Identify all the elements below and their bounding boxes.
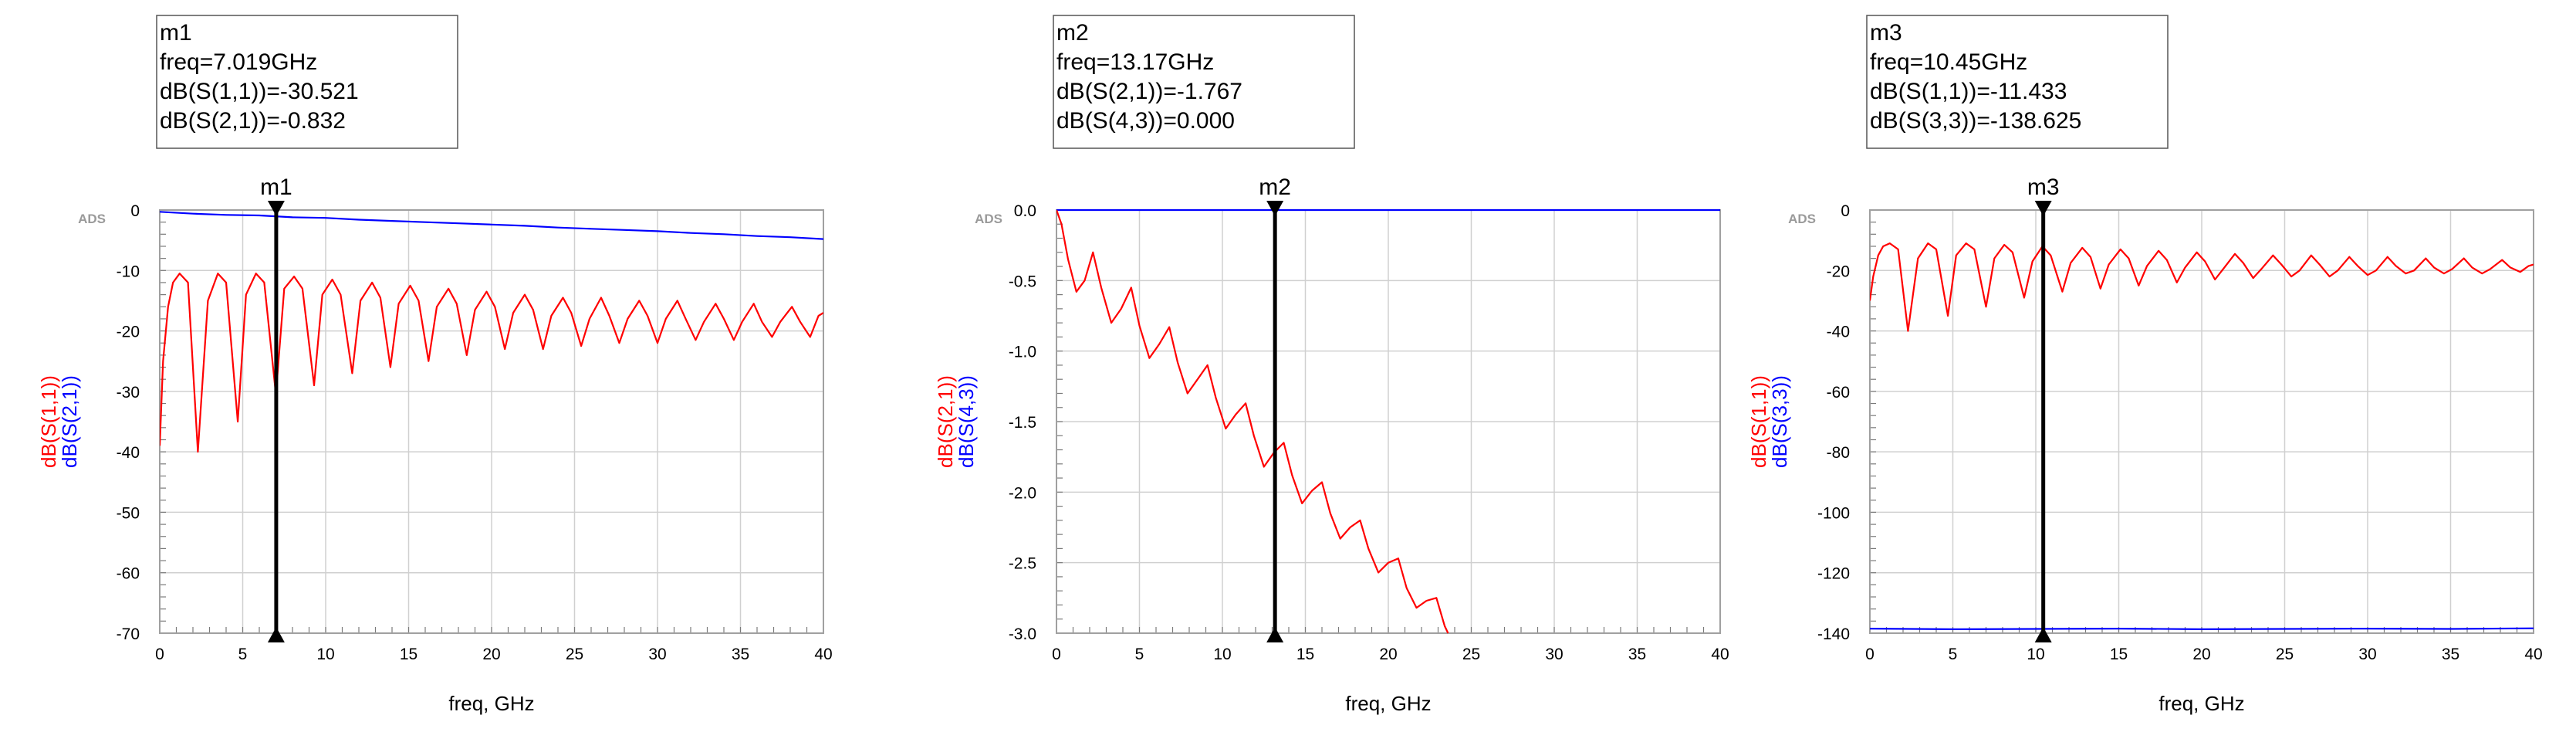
marker-readout-line: dB(S(2,1))=-0.832 (160, 108, 346, 134)
marker-label: m3 (2027, 175, 2060, 200)
chart-panel-2: 0 5 10 15 20 25 30 35 40 0.0 -0.5 -1.0 -1.5 -2.0 -2.5 -… (934, 15, 1729, 715)
marker-readout-line: dB(S(1,1))=-30.521 (160, 79, 359, 104)
y-tick-label: -140 (1817, 625, 1850, 643)
y-axis-title: dB(S(2,1)) (934, 375, 957, 468)
marker-readout-line: m3 (1870, 20, 1902, 46)
y-tick-label: -60 (1827, 384, 1850, 402)
x-tick-label: 10 (2027, 646, 2044, 663)
x-tick-label: 35 (732, 646, 749, 663)
y-tick-label: -1.0 (1009, 344, 1036, 361)
x-tick-label: 10 (316, 646, 334, 663)
ads-label: ADS (78, 212, 106, 226)
y-tick-label: 0 (1841, 202, 1850, 220)
marker-readout-line: dB(S(4,3))=0.000 (1056, 108, 1235, 134)
marker-readout-box (1053, 15, 1355, 149)
x-tick-label: 35 (2442, 646, 2459, 663)
y-tick-label: -60 (117, 565, 140, 583)
y-tick-label: -20 (117, 324, 140, 341)
x-tick-label: 30 (2358, 646, 2376, 663)
x-tick-label: 0 (1865, 646, 1875, 663)
y-tick-label: -3.0 (1009, 625, 1036, 643)
plot-frame (1869, 209, 2534, 634)
y-tick-label: -2.0 (1009, 484, 1036, 502)
y-axis-title: dB(S(3,3)) (1768, 375, 1791, 468)
chart-panel-1: 0 5 10 15 20 25 30 35 40 0 -10 -20 -30 -40 -50 -60 -70 AD… (37, 15, 833, 715)
marker-top-triangle (267, 201, 285, 216)
x-tick-label: 10 (1213, 646, 1231, 663)
marker-readout-box (156, 15, 458, 149)
x-tick-label: 20 (482, 646, 500, 663)
y-tick-label: -40 (117, 444, 140, 462)
marker-bottom-triangle (1266, 627, 1284, 642)
x-tick-label: 20 (2192, 646, 2210, 663)
x-tick-label: 5 (238, 646, 248, 663)
y-axis-title: dB(S(1,1)) (37, 375, 60, 468)
x-tick-label: 5 (1135, 646, 1144, 663)
x-tick-label: 25 (1462, 646, 1480, 663)
marker-readout-line: dB(S(2,1))=-1.767 (1056, 79, 1242, 104)
y-tick-label: 0.0 (1014, 202, 1036, 220)
y-tick-label: -70 (117, 625, 140, 643)
marker-label: m2 (1259, 175, 1291, 200)
y-axis-title: dB(S(1,1)) (1747, 375, 1770, 468)
x-axis-title: freq, GHz (448, 692, 534, 715)
marker-top-triangle (1266, 201, 1284, 216)
y-tick-label: -30 (117, 384, 140, 402)
x-tick-label: 25 (2276, 646, 2294, 663)
marker-readout-line: dB(S(1,1))=-11.433 (1870, 79, 2067, 104)
x-tick-label: 5 (1949, 646, 1958, 663)
x-tick-label: 40 (2524, 646, 2542, 663)
x-tick-label: 30 (1545, 646, 1563, 663)
x-tick-label: 25 (566, 646, 583, 663)
marker-readout-line: m1 (160, 20, 192, 46)
y-tick-label: -20 (1827, 263, 1850, 280)
marker-readout-line: dB(S(3,3))=-138.625 (1870, 108, 2081, 134)
y-tick-label: -120 (1817, 565, 1850, 583)
y-tick-label: 0 (130, 202, 140, 220)
marker-top-triangle (2034, 201, 2052, 216)
y-tick-label: -100 (1817, 504, 1850, 522)
marker-readout-line: freq=10.45GHz (1870, 49, 2027, 75)
y-tick-label: -50 (117, 504, 140, 522)
series-line (1056, 209, 1449, 634)
marker-readout-line: freq=13.17GHz (1056, 49, 1214, 75)
x-tick-label: 40 (1711, 646, 1729, 663)
y-tick-label: -10 (117, 263, 140, 280)
marker-label: m1 (260, 175, 292, 200)
x-tick-label: 35 (1628, 646, 1646, 663)
x-tick-label: 20 (1379, 646, 1397, 663)
marker-readout-line: freq=7.019GHz (160, 49, 317, 75)
x-tick-label: 0 (1052, 646, 1061, 663)
plot-frame (159, 209, 824, 634)
x-axis-title: freq, GHz (2158, 692, 2244, 715)
y-tick-label: -2.5 (1009, 555, 1036, 573)
x-tick-label: 15 (1296, 646, 1314, 663)
x-axis-title: freq, GHz (1345, 692, 1431, 715)
marker-bottom-triangle (2034, 627, 2052, 642)
x-tick-label: 30 (648, 646, 666, 663)
x-tick-label: 15 (2110, 646, 2128, 663)
marker-readout-line: m2 (1056, 20, 1089, 46)
marker-readout-box (1866, 15, 2169, 149)
y-tick-label: -80 (1827, 444, 1850, 462)
x-tick-label: 0 (155, 646, 164, 663)
y-tick-label: -0.5 (1009, 273, 1036, 290)
ads-label: ADS (975, 212, 1002, 226)
y-axis-title: dB(S(2,1)) (58, 375, 81, 468)
y-axis-title: dB(S(4,3)) (955, 375, 978, 468)
x-tick-label: 40 (814, 646, 832, 663)
y-tick-label: -1.5 (1009, 414, 1036, 432)
chart-panel-3: 0 5 10 15 20 25 30 35 40 0 -20 -40 -60 -80 -100 -120 -14… (1747, 15, 2543, 715)
marker-bottom-triangle (267, 627, 285, 642)
y-tick-label: -40 (1827, 324, 1850, 341)
x-tick-label: 15 (400, 646, 418, 663)
ads-label: ADS (1788, 212, 1816, 226)
